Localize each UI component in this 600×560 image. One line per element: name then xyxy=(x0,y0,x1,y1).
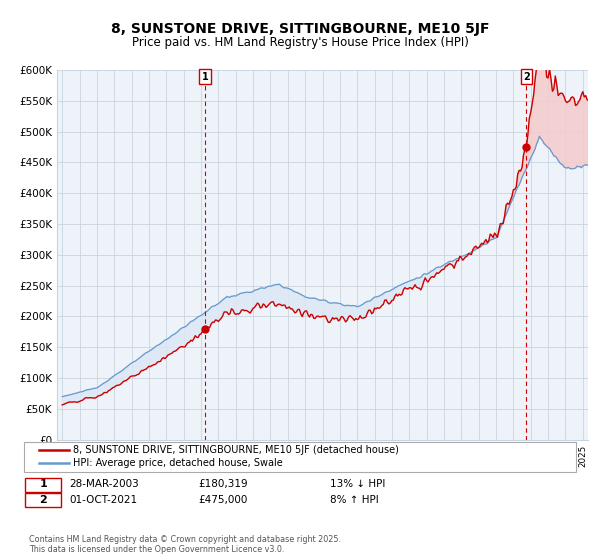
Text: HPI: Average price, detached house, Swale: HPI: Average price, detached house, Swal… xyxy=(73,458,283,468)
Text: 8, SUNSTONE DRIVE, SITTINGBOURNE, ME10 5JF (detached house): 8, SUNSTONE DRIVE, SITTINGBOURNE, ME10 5… xyxy=(73,445,399,455)
Text: 13% ↓ HPI: 13% ↓ HPI xyxy=(330,479,385,489)
Text: 1: 1 xyxy=(40,479,47,489)
Text: 8, SUNSTONE DRIVE, SITTINGBOURNE, ME10 5JF: 8, SUNSTONE DRIVE, SITTINGBOURNE, ME10 5… xyxy=(111,22,489,36)
Text: 2: 2 xyxy=(523,72,530,82)
Text: 2: 2 xyxy=(40,494,47,505)
Text: Contains HM Land Registry data © Crown copyright and database right 2025.
This d: Contains HM Land Registry data © Crown c… xyxy=(29,535,341,554)
Text: Price paid vs. HM Land Registry's House Price Index (HPI): Price paid vs. HM Land Registry's House … xyxy=(131,36,469,49)
Text: 01-OCT-2021: 01-OCT-2021 xyxy=(69,494,137,505)
Text: 28-MAR-2003: 28-MAR-2003 xyxy=(69,479,139,489)
Text: 8% ↑ HPI: 8% ↑ HPI xyxy=(330,494,379,505)
Text: 1: 1 xyxy=(202,72,208,82)
Text: £180,319: £180,319 xyxy=(198,479,248,489)
Text: £475,000: £475,000 xyxy=(198,494,247,505)
